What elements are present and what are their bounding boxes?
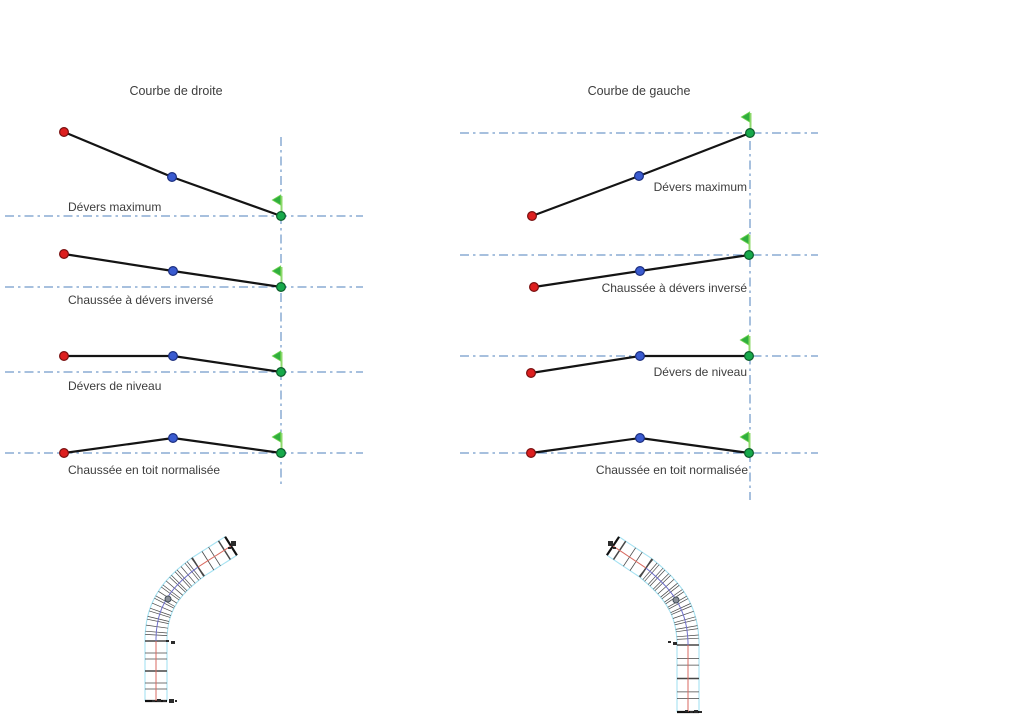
point-red: [526, 211, 537, 222]
row-chaussee-a-devers-inverse: Chaussée à dévers inversé: [5, 249, 363, 307]
station-label-mark: [175, 700, 177, 702]
point-blue: [634, 351, 645, 362]
point-red: [58, 351, 69, 362]
point-blue: [634, 266, 645, 277]
flag-icon: [271, 265, 283, 284]
station-label-mark: [690, 711, 693, 713]
group-title: Courbe de droite: [129, 84, 222, 98]
flag-pennant: [739, 334, 750, 346]
point-blue: [167, 172, 178, 183]
flag-icon: [739, 233, 751, 252]
point-green: [743, 351, 754, 362]
row-devers-maximum: Dévers maximum: [5, 126, 363, 222]
point-green: [743, 250, 754, 261]
flag-pennant: [739, 233, 750, 245]
road-edge-line: [144, 536, 226, 701]
flag-icon: [739, 431, 751, 450]
point-green: [276, 448, 287, 459]
row-label: Chaussée à dévers inversé: [68, 293, 214, 307]
row-devers-de-niveau: Dévers de niveau: [460, 334, 818, 379]
station-label-mark: [613, 547, 616, 549]
point-green: [276, 211, 287, 222]
group-title: Courbe de gauche: [588, 84, 691, 98]
courbe-de-gauche-group: Dévers maximum Chaussée à dévers inversé D…: [460, 84, 818, 500]
row-chaussee-en-toit-normalisee: Chaussée en toit normalisée: [460, 431, 818, 477]
row-label: Dévers maximum: [654, 180, 747, 194]
road-centerline: [612, 545, 647, 569]
station-label-mark: [166, 640, 169, 642]
station-label-mark: [157, 699, 161, 702]
station-label-mark: [608, 541, 613, 546]
flag-icon: [739, 334, 751, 353]
point-red: [528, 282, 539, 293]
flag-pennant: [271, 265, 282, 277]
station-label-mark: [152, 700, 155, 702]
point-green: [276, 367, 287, 378]
station-label-mark: [694, 710, 698, 713]
row-devers-de-niveau: Dévers de niveau: [5, 350, 363, 393]
row-label: Dévers de niveau: [654, 365, 747, 379]
point-red: [525, 368, 536, 379]
row-label: Dévers de niveau: [68, 379, 161, 393]
row-label: Dévers maximum: [68, 200, 161, 214]
point-red: [58, 126, 69, 137]
flag-icon: [740, 111, 752, 130]
row-chaussee-en-toit-normalisee: Chaussée en toit normalisée: [5, 431, 363, 477]
road-centerline: [197, 545, 232, 568]
road-edge-line: [606, 554, 678, 712]
row-label: Chaussée en toit normalisée: [596, 463, 748, 477]
point-red: [58, 249, 69, 260]
point-blue: [168, 266, 179, 277]
flag-icon: [271, 431, 283, 450]
flag-pennant: [271, 350, 282, 362]
point-green: [744, 128, 755, 139]
point-green: [276, 282, 287, 293]
point-blue: [633, 171, 644, 182]
station-label-mark: [169, 699, 174, 703]
point-red: [525, 448, 536, 459]
courbe-de-droite-group: Dévers maximum Chaussée à dévers inversé D…: [5, 84, 363, 484]
point-blue: [168, 433, 179, 444]
mid-station-marker: [164, 595, 172, 603]
flag-pennant: [739, 431, 750, 443]
flag-icon: [271, 194, 283, 213]
point-green: [743, 448, 754, 459]
row-label: Chaussée à dévers inversé: [602, 281, 748, 295]
station-label-mark: [699, 711, 702, 713]
station-label-mark: [668, 641, 671, 643]
row-devers-maximum: Dévers maximum: [460, 111, 818, 222]
left-curve-plan-view: [144, 536, 238, 703]
station-label-mark: [685, 710, 688, 712]
station-label-mark: [171, 641, 175, 644]
flag-pennant: [271, 431, 282, 443]
road-edge-line: [618, 536, 700, 712]
flag-pennant: [740, 111, 751, 123]
row-chaussee-a-devers-inverse: Chaussée à dévers inversé: [460, 233, 818, 295]
road-edge-line: [166, 554, 238, 701]
point-blue: [634, 433, 645, 444]
station-label-mark: [228, 547, 231, 549]
point-blue: [168, 351, 179, 362]
station-label-mark: [231, 541, 236, 546]
station-label-mark: [163, 700, 166, 702]
right-curve-plan-view: [605, 536, 702, 714]
mid-station-marker: [672, 596, 680, 604]
flag-icon: [271, 350, 283, 369]
station-label-mark: [673, 642, 677, 645]
flag-pennant: [271, 194, 282, 206]
point-red: [58, 448, 69, 459]
row-label: Chaussée en toit normalisée: [68, 463, 220, 477]
